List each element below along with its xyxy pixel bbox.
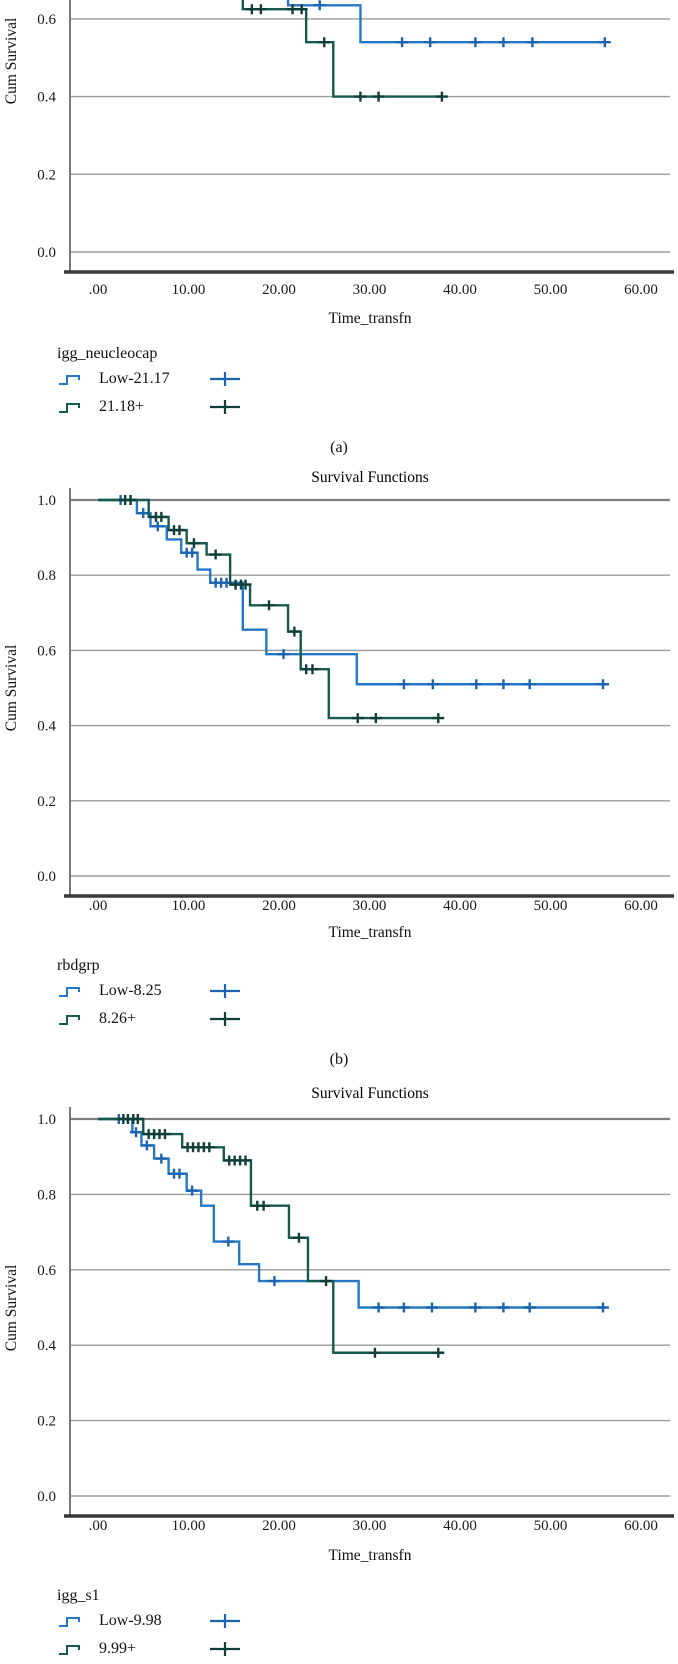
svg-text:0.4: 0.4 — [37, 719, 56, 735]
svg-text:40.00: 40.00 — [443, 898, 477, 914]
step-line-icon — [59, 375, 80, 385]
step-line-icon — [59, 403, 80, 413]
svg-text:Cum Survival: Cum Survival — [3, 645, 20, 732]
legend-item: Low-21.17 — [57, 366, 678, 392]
legend-rbdgrp: rbdgrp Low-8.25 8.26+ — [57, 956, 678, 1032]
legend-igg-neucleocap: igg_neucleocap Low-21.17 21.18+ — [57, 344, 678, 420]
svg-text:0.0: 0.0 — [37, 869, 56, 885]
legend-item: Low-8.25 — [57, 978, 678, 1004]
survival-chart-a: 0.6 0.4 0.2 0.0 .00 10.00 20.00 30.00 40.00 50.00… — [3, 0, 674, 327]
svg-text:60.00: 60.00 — [624, 898, 658, 914]
svg-text:Cum Survival: Cum Survival — [3, 1265, 20, 1352]
svg-text:0.6: 0.6 — [37, 12, 56, 28]
legend-label: 21.18+ — [99, 398, 145, 415]
legend-label: 8.26+ — [99, 1010, 137, 1027]
legend-title: rbdgrp — [57, 957, 100, 974]
svg-text:1.0: 1.0 — [37, 1112, 56, 1128]
svg-text:10.00: 10.00 — [172, 282, 206, 298]
censor-plus-icon — [210, 1642, 240, 1656]
svg-text:0.0: 0.0 — [37, 245, 56, 261]
svg-text:.00: .00 — [89, 282, 108, 298]
figure-caption-a: (a) — [330, 439, 348, 456]
legend-title: igg_neucleocap — [57, 345, 158, 362]
survival-chart-b: 1.0 0.8 0.6 0.4 0.2 0.0 .00 10.00 20.00 30.00 40.0… — [3, 469, 674, 941]
svg-text:50.00: 50.00 — [534, 282, 568, 298]
svg-text:50.00: 50.00 — [534, 898, 568, 914]
step-line-icon — [59, 1645, 80, 1655]
svg-text:.00: .00 — [89, 898, 108, 914]
step-line-icon — [59, 1015, 80, 1025]
svg-text:0.2: 0.2 — [37, 794, 56, 810]
svg-text:Time_transfn: Time_transfn — [329, 310, 412, 327]
legend-item: 8.26+ — [57, 1006, 678, 1032]
svg-text:Time_transfn: Time_transfn — [329, 1547, 412, 1564]
legend-label: 9.99+ — [99, 1640, 137, 1657]
svg-text:30.00: 30.00 — [353, 1518, 387, 1534]
step-line-icon — [59, 987, 80, 997]
legend-item: 9.99+ — [57, 1636, 678, 1662]
svg-text:0.6: 0.6 — [37, 643, 56, 659]
censor-plus-icon — [210, 1012, 240, 1026]
svg-text:0.8: 0.8 — [37, 568, 56, 584]
svg-text:0.2: 0.2 — [37, 167, 56, 183]
svg-text:0.6: 0.6 — [37, 1263, 56, 1279]
legend-label: Low-21.17 — [99, 370, 170, 387]
svg-text:20.00: 20.00 — [262, 282, 296, 298]
svg-text:Time_transfn: Time_transfn — [329, 924, 412, 941]
svg-text:40.00: 40.00 — [443, 282, 477, 298]
legend-title: igg_s1 — [57, 1587, 100, 1604]
svg-text:30.00: 30.00 — [353, 282, 387, 298]
svg-text:10.00: 10.00 — [172, 898, 206, 914]
svg-text:Survival Functions: Survival Functions — [311, 469, 429, 486]
svg-text:0.4: 0.4 — [37, 90, 56, 106]
censor-plus-icon — [210, 984, 240, 998]
legend-item: Low-9.98 — [57, 1608, 678, 1634]
svg-text:60.00: 60.00 — [624, 282, 658, 298]
svg-text:20.00: 20.00 — [262, 898, 296, 914]
legend-item: 21.18+ — [57, 394, 678, 420]
svg-text:Survival Functions: Survival Functions — [311, 1085, 429, 1102]
svg-text:50.00: 50.00 — [534, 1518, 568, 1534]
legend-igg-s1: igg_s1 Low-9.98 9.99+ — [57, 1586, 678, 1662]
svg-text:10.00: 10.00 — [172, 1518, 206, 1534]
legend-label: Low-9.98 — [99, 1612, 162, 1629]
censor-plus-icon — [210, 400, 240, 414]
svg-text:0.2: 0.2 — [37, 1414, 56, 1430]
svg-text:0.8: 0.8 — [37, 1187, 56, 1203]
step-line-icon — [59, 1617, 80, 1627]
svg-text:40.00: 40.00 — [443, 1518, 477, 1534]
svg-text:60.00: 60.00 — [624, 1518, 658, 1534]
survival-chart-c: 1.0 0.8 0.6 0.4 0.2 0.0 .00 10.00 20.00 30.00 40.0… — [3, 1085, 674, 1564]
legend-label: Low-8.25 — [99, 982, 162, 999]
censor-plus-icon — [210, 372, 240, 386]
svg-text:.00: .00 — [89, 1518, 108, 1534]
svg-text:20.00: 20.00 — [262, 1518, 296, 1534]
svg-text:30.00: 30.00 — [353, 898, 387, 914]
censor-plus-icon — [210, 1614, 240, 1628]
svg-text:0.4: 0.4 — [37, 1338, 56, 1354]
svg-text:0.0: 0.0 — [37, 1489, 56, 1505]
figure-caption-b: (b) — [329, 1051, 349, 1068]
svg-text:Cum Survival: Cum Survival — [3, 18, 20, 105]
svg-text:1.0: 1.0 — [37, 493, 56, 509]
